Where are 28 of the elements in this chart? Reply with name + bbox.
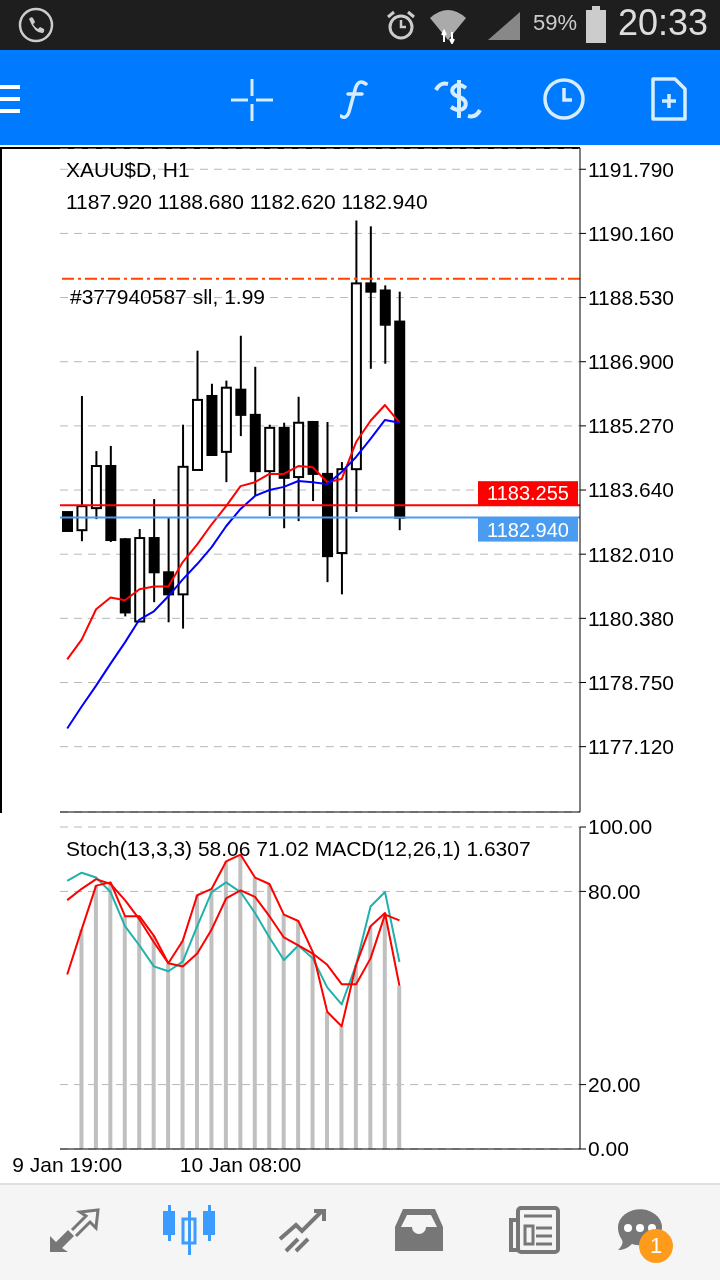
line-series: [66, 418, 401, 730]
y-tick-label: 20.00: [588, 1073, 641, 1097]
text: Stoch(13,3,3) 58.06 71.02 MACD(12,26,1) 1.6307: [66, 837, 531, 861]
line-series: [66, 871, 401, 1006]
x-tick-label: 9 Jan 19:00: [12, 1152, 123, 1176]
y-tick-label: 1177.120: [588, 735, 675, 759]
text: 20:33: [618, 2, 709, 44]
y-tick-label: 1182.010: [588, 542, 675, 566]
ref-line-label: #377940587 sll, 1.99: [70, 284, 265, 308]
candlestick: [365, 225, 377, 370]
y-tick-label: 1180.380: [588, 606, 675, 630]
y-tick-label: 1186.900: [588, 350, 675, 374]
x-tick-label: 10 Jan 08:00: [179, 1152, 302, 1176]
ref-line-label: 1183.255: [487, 482, 569, 505]
ref-line-label: 1182.940: [487, 518, 569, 541]
y-tick-label: 1190.160: [588, 221, 675, 245]
text: XAUU$D, H1: [66, 158, 190, 182]
y-tick-label: 0.00: [588, 1137, 629, 1161]
y-tick-label: 100.00: [588, 815, 653, 839]
y-tick-label: 1185.270: [588, 414, 675, 438]
y-tick-label: 1183.640: [588, 478, 675, 502]
text: 59%: [533, 10, 578, 36]
y-tick-label: 1188.530: [588, 286, 675, 310]
text: 1187.920 1188.680 1182.620 1182.940: [66, 190, 428, 214]
y-tick-label: 1191.790: [588, 157, 675, 181]
y-tick-label: 80.00: [588, 879, 641, 903]
text: 1: [648, 1233, 664, 1259]
y-tick-label: 1178.750: [588, 670, 675, 694]
